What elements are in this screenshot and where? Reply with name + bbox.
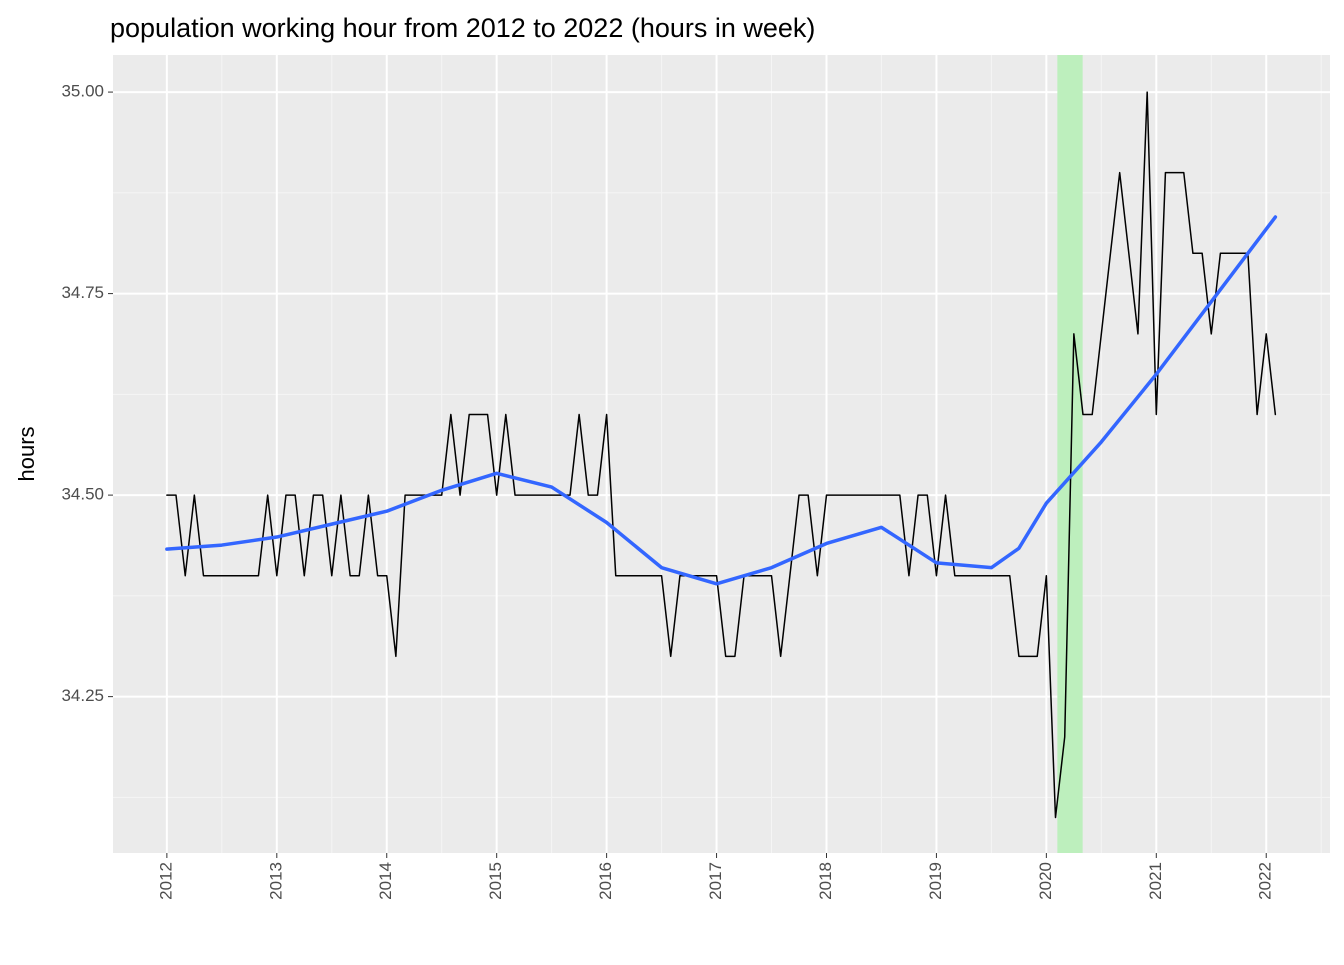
x-tick-label: 2012 bbox=[156, 862, 175, 900]
chart-title: population working hour from 2012 to 202… bbox=[110, 13, 815, 43]
y-axis-label: hours bbox=[14, 426, 39, 481]
x-tick-label: 2018 bbox=[816, 862, 835, 900]
y-tick-label: 34.75 bbox=[61, 283, 104, 302]
x-tick-label: 2015 bbox=[486, 862, 505, 900]
y-tick-label: 34.25 bbox=[61, 686, 104, 705]
x-tick-label: 2020 bbox=[1036, 862, 1055, 900]
y-tick-label: 35.00 bbox=[61, 82, 104, 101]
y-tick-label: 34.50 bbox=[61, 485, 104, 504]
x-tick-label: 2014 bbox=[376, 862, 395, 900]
x-tick-label: 2022 bbox=[1256, 862, 1275, 900]
x-tick-label: 2016 bbox=[596, 862, 615, 900]
x-tick-label: 2021 bbox=[1146, 862, 1165, 900]
x-tick-label: 2017 bbox=[706, 862, 725, 900]
x-tick-label: 2013 bbox=[266, 862, 285, 900]
x-tick-label: 2019 bbox=[926, 862, 945, 900]
plot-panel bbox=[113, 55, 1330, 853]
data-line bbox=[166, 91, 1277, 819]
highlight-band bbox=[1057, 55, 1083, 853]
smooth-line bbox=[165, 215, 1278, 586]
